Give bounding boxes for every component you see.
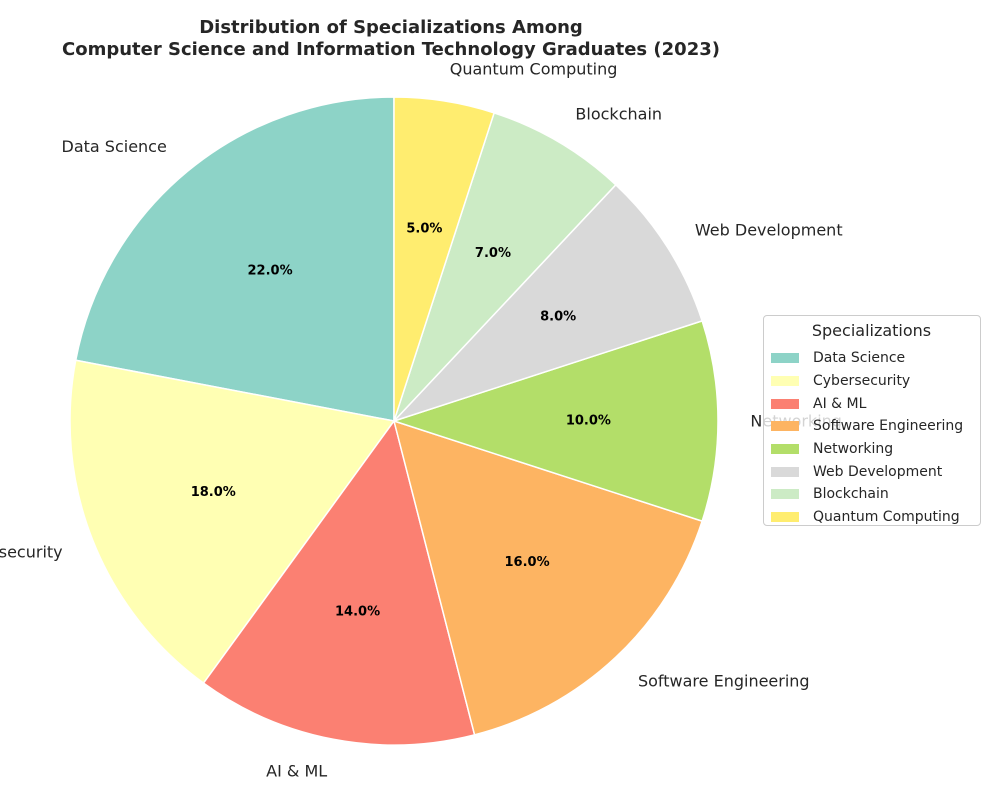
slice-category-label: Cybersecurity xyxy=(0,543,63,562)
legend-item: Quantum Computing xyxy=(771,506,972,529)
legend-label: Networking xyxy=(813,441,894,458)
legend-item: Networking xyxy=(771,438,972,461)
pie-slice-blockchain xyxy=(393,111,617,422)
legend-label: Quantum Computing xyxy=(813,509,960,526)
slice-category-label: Data Science xyxy=(62,137,167,156)
legend-swatch xyxy=(771,444,799,455)
legend-label: AI & ML xyxy=(813,395,867,412)
pie-slice-data-science xyxy=(74,96,395,422)
pie-slice-quantum-computing xyxy=(393,96,496,422)
legend-items: Data Science Cybersecurity AI & ML Software… xyxy=(771,347,972,529)
slice-value-label: 7.0% xyxy=(475,246,511,261)
slice-category-label: AI & ML xyxy=(266,762,327,781)
legend-swatch xyxy=(771,489,799,500)
legend-label: Cybersecurity xyxy=(813,373,911,390)
legend-swatch xyxy=(771,512,799,523)
pie-slice-software-engineering xyxy=(392,419,704,736)
pie-slice-cybersecurity xyxy=(69,359,396,685)
legend-label: Data Science xyxy=(813,350,906,367)
chart-title-line-1: Distribution of Specializations Among xyxy=(199,17,583,38)
pie-slices xyxy=(69,96,719,746)
legend-swatch xyxy=(771,421,799,432)
pie-slice-networking xyxy=(391,319,719,523)
legend-item: Data Science xyxy=(771,347,972,370)
legend-title: Specializations xyxy=(811,321,932,340)
chart-legend: Specializations Data Science Cybersecurit… xyxy=(763,315,981,526)
legend-label: Web Development xyxy=(813,463,943,480)
legend-swatch xyxy=(771,398,799,409)
slice-category-label: Software Engineering xyxy=(638,671,810,690)
legend-swatch xyxy=(771,376,799,387)
slice-category-label: Web Development xyxy=(695,221,843,240)
legend-item: Cybersecurity xyxy=(771,370,972,393)
pie-slice-ai-ml xyxy=(202,419,476,746)
legend-swatch xyxy=(771,353,799,364)
legend-swatch xyxy=(771,466,799,477)
legend-item: AI & ML xyxy=(771,392,972,415)
legend-item: Web Development xyxy=(771,460,972,483)
slice-value-label: 14.0% xyxy=(335,604,380,619)
slice-value-label: 8.0% xyxy=(540,309,576,324)
slice-category-label: Quantum Computing xyxy=(450,59,618,78)
slice-value-label: 18.0% xyxy=(191,485,236,500)
legend-label: Blockchain xyxy=(813,486,889,503)
legend-item: Blockchain xyxy=(771,483,972,506)
legend-label: Software Engineering xyxy=(813,418,964,435)
slice-value-label: 16.0% xyxy=(505,555,550,570)
slice-value-label: 22.0% xyxy=(248,264,293,279)
legend-item: Software Engineering xyxy=(771,415,972,438)
slice-value-label: 5.0% xyxy=(406,221,442,236)
slice-value-labels: 22.0% 18.0% 14.0% 16.0% 10.0% 8.0% 7.0% 5.0% xyxy=(191,221,611,619)
slice-category-label: Blockchain xyxy=(575,105,662,124)
pie-slice-web-development xyxy=(393,183,704,422)
chart-title-line-2: Computer Science and Information Technol… xyxy=(62,39,720,60)
slice-value-label: 10.0% xyxy=(566,414,611,429)
